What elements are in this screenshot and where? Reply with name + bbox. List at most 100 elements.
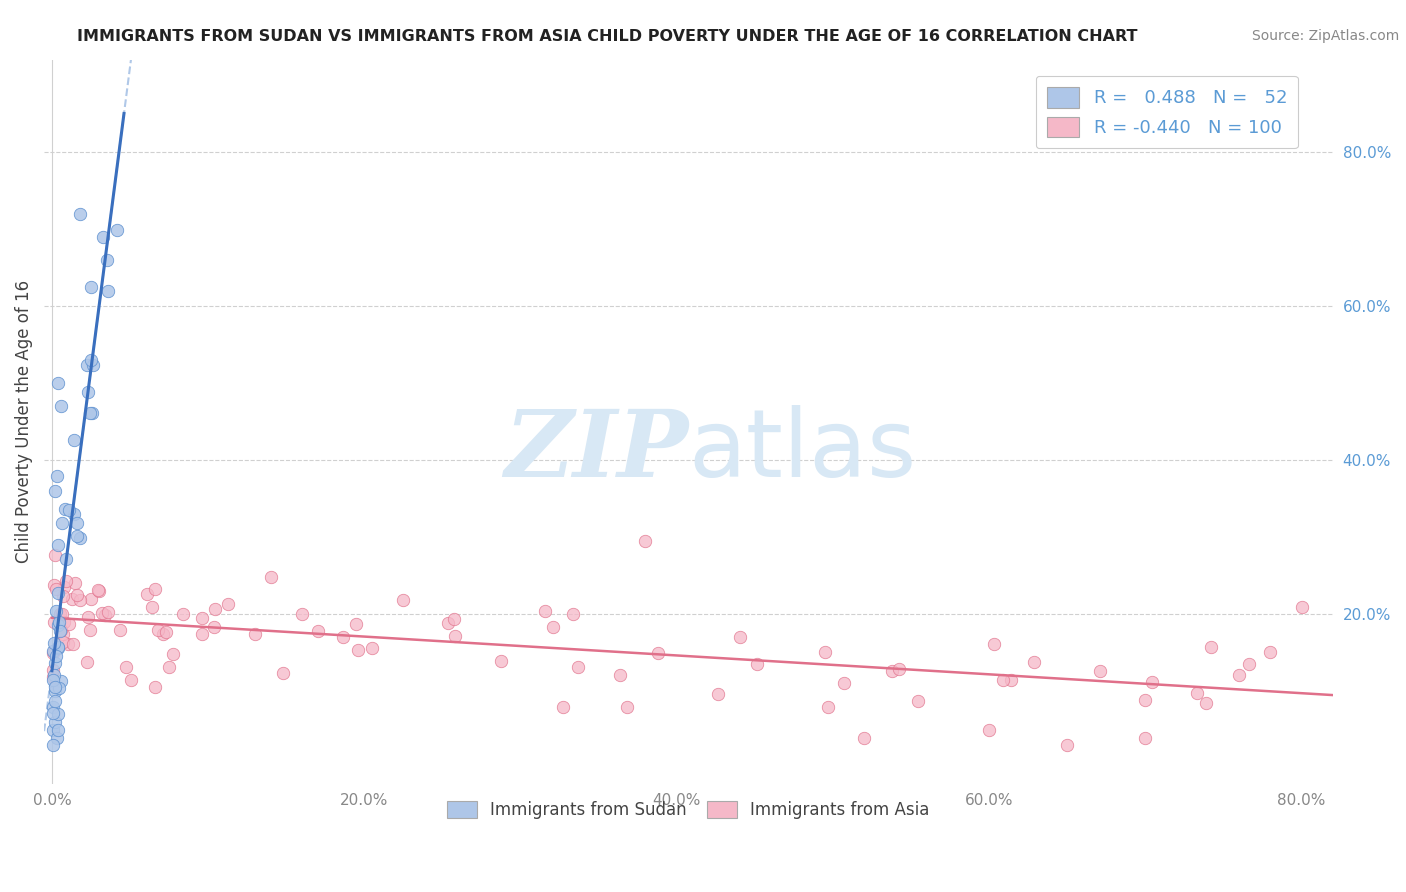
Point [152, 627, 174, 641]
Point [291, 607, 314, 621]
Point [155, 624, 177, 639]
Point [42, 670, 65, 684]
Point [60, 591, 83, 606]
Point [90, 606, 112, 620]
Point [62, 637, 84, 651]
Point [146, 624, 169, 638]
Point [52, 626, 75, 640]
Point [87, 582, 110, 597]
Point [55, 551, 77, 566]
Point [110, 623, 132, 637]
Point [1142, 675, 1164, 690]
Point [42, 644, 65, 658]
Point [58, 617, 80, 632]
Point [245, 627, 267, 641]
Point [94, 608, 117, 623]
Text: atlas: atlas [689, 405, 917, 497]
Point [1000, 673, 1022, 687]
Point [79, 279, 101, 293]
Y-axis label: Child Poverty Under the Age of 16: Child Poverty Under the Age of 16 [15, 280, 32, 563]
Point [76, 358, 98, 372]
Point [609, 667, 631, 681]
Point [1239, 657, 1261, 671]
Point [44, 668, 66, 682]
Point [1135, 731, 1157, 745]
Point [48, 615, 70, 629]
Point [1291, 599, 1313, 614]
Point [51, 607, 73, 622]
Point [136, 587, 159, 601]
Point [77, 609, 100, 624]
Point [46, 723, 69, 737]
Point [443, 612, 465, 626]
Point [817, 700, 839, 714]
Point [157, 660, 180, 674]
Point [1199, 640, 1222, 654]
Point [332, 630, 354, 644]
Point [97, 285, 120, 299]
Point [49, 673, 72, 688]
Point [42, 646, 65, 660]
Point [1185, 685, 1208, 699]
Point [44, 694, 66, 708]
Point [44, 684, 66, 698]
Point [534, 604, 557, 618]
Point [983, 637, 1005, 651]
Point [832, 676, 855, 690]
Point [55, 574, 77, 589]
Point [80, 353, 103, 368]
Point [191, 627, 214, 641]
Point [105, 223, 128, 237]
Point [63, 433, 86, 447]
Point [48, 681, 70, 695]
Point [191, 611, 214, 625]
Point [551, 699, 574, 714]
Point [143, 582, 166, 596]
Point [53, 501, 76, 516]
Point [45, 604, 67, 618]
Point [853, 731, 876, 745]
Point [97, 605, 120, 619]
Point [271, 665, 294, 680]
Point [541, 620, 564, 634]
Point [42, 615, 65, 630]
Point [82, 406, 104, 420]
Point [120, 673, 142, 687]
Point [562, 607, 585, 621]
Point [76, 385, 98, 400]
Point [907, 694, 929, 708]
Point [44, 715, 66, 730]
Point [44, 680, 66, 694]
Point [48, 607, 70, 622]
Point [443, 630, 465, 644]
Point [80, 591, 103, 606]
Point [46, 376, 69, 391]
Point [69, 532, 91, 546]
Point [93, 230, 115, 244]
Point [46, 640, 69, 654]
Text: IMMIGRANTS FROM SUDAN VS IMMIGRANTS FROM ASIA CHILD POVERTY UNDER THE AGE OF 16 : IMMIGRANTS FROM SUDAN VS IMMIGRANTS FROM… [77, 29, 1137, 44]
Point [52, 615, 75, 629]
Point [391, 592, 413, 607]
Text: Source: ZipAtlas.com: Source: ZipAtlas.com [1251, 29, 1399, 43]
Point [42, 699, 65, 714]
Point [53, 580, 76, 594]
Point [44, 656, 66, 670]
Point [76, 655, 98, 669]
Point [347, 643, 370, 657]
Point [44, 578, 66, 592]
Point [634, 534, 657, 549]
Point [45, 649, 67, 664]
Point [42, 723, 65, 737]
Point [143, 681, 166, 695]
Point [42, 636, 65, 650]
Point [45, 582, 67, 597]
Point [1088, 665, 1111, 679]
Point [79, 406, 101, 420]
Point [49, 624, 72, 639]
Point [44, 548, 66, 562]
Point [42, 663, 65, 677]
Point [46, 707, 69, 722]
Point [1195, 696, 1218, 710]
Point [991, 673, 1014, 687]
